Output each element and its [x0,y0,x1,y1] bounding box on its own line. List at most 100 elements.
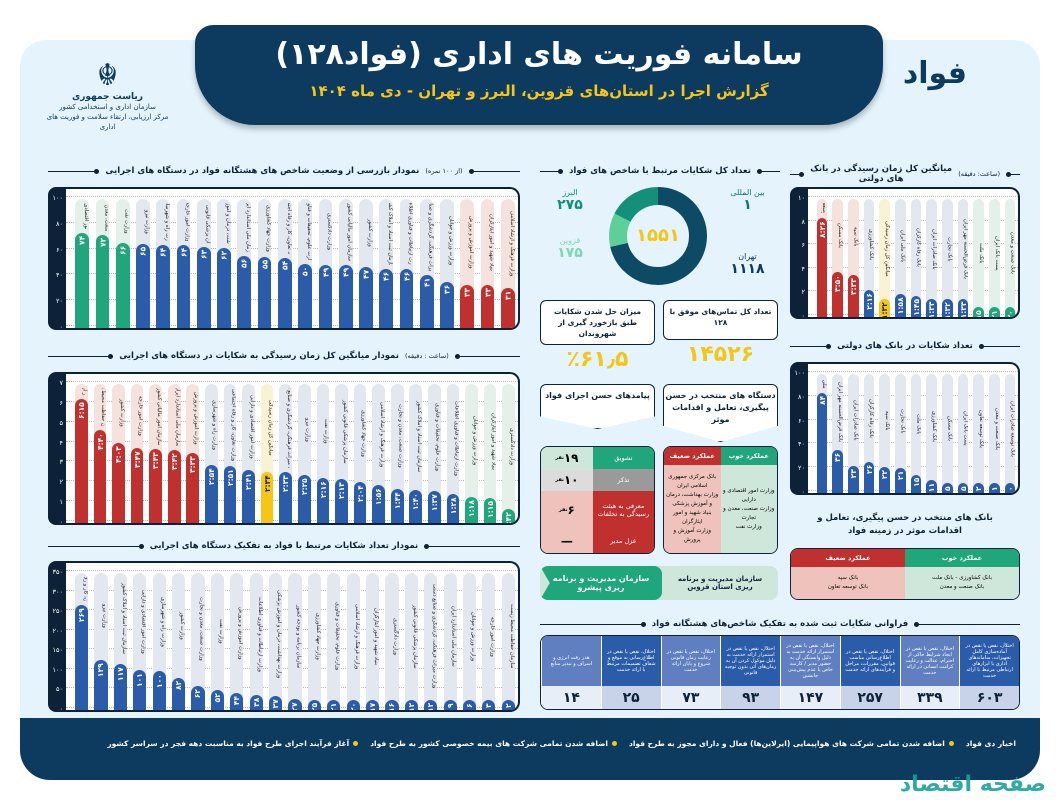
bar-category-label: بانک تجارت [899,408,906,434]
bar-value-label: ۱۰۰ [154,673,164,688]
bar: ۶۴ [176,245,191,328]
bar-value-label: ۶۶ [118,245,128,256]
bar-track: بانک کشاورزی ۱۱ [926,374,937,493]
bar-track: وزارت ورزش و جوانان ۱:۱۸ [465,384,478,523]
bar: ۱:۱۵ [483,498,497,523]
bar-value-label: ۲:۱۳ [336,481,346,499]
bar-category-label: بانک ملی ایران [899,230,906,263]
presidency-emblem: ☬ ریاست جمهوری سازمان اداری و استخدامی ک… [40,60,175,132]
bar-track: وزارت بهداشت، درمان و آموزش پزشکی ۶۲ [217,199,231,328]
bar-value-label: ۴۷ [361,270,371,280]
bar-track: وزارت جهاد کشاورزی ۲:۰۴ [353,384,367,523]
y-tick-label: ۶ [801,241,806,250]
bar-category-label: وزارت راه و شهرسازی [164,203,171,242]
bar-track: وزارت تعاون، کار و رفاه اجتماعی ۲۶۹ [75,573,89,710]
bar-track: وزارت فرهنگ و ارشاد اسلامی ۳۱ [500,199,515,328]
bar-value-label: ۴۶ [381,271,391,281]
bar-category-label: وزارت امور خارجه [137,396,144,436]
bar-track: وزارت راه و شهرسازی ۶۴ [156,199,171,328]
bar-value-label: ۰:۲۱ [989,310,999,319]
bar-category-label: وزارت امور اقتصادی و دارایی [75,203,89,229]
y-tick-label: ۵۰ [56,685,63,694]
bar-value-label: ۲۰ [348,703,358,712]
bar-value-label: ۲:۱۶ [318,481,328,498]
bar-category-label: بانک تجارت [946,236,953,262]
bar: ۲:۵۴ [205,465,218,523]
bar-value-label: ۰:۲۰ [1005,310,1015,319]
bar-category-label: وزارت امور خارجه [184,203,191,242]
bar-track: بانک سپه ۳:۳۳ [847,199,859,317]
bar-value-label: ۴:۰۳ [113,445,123,463]
bar-track: وزارت کشور ۸۲ [172,573,186,710]
ticker-item[interactable]: آغاز فرآیند اجرای طرح فواد به مناسبت دهه… [107,738,359,749]
ticker-item[interactable]: اضافه شدن تمامی شرکت های هواپیمایی (ایرل… [629,738,954,749]
ticker-item[interactable]: اضافه شدن تمامی شرکت های بیمه خصوصی کشور… [370,738,617,749]
bar-category-label: وزارت راه و شهرسازی [159,596,166,647]
bar: ۴:۰۳ [112,442,125,523]
y-tick-label: ۴۰ [798,440,805,449]
bar-track: سازمان ثبت اسناد و املاک کشور ۱:۴۰ [409,384,423,523]
y-tick-label: ۲۵۰ [52,607,63,616]
bar-track: وزارت ورزش و جوانان ۳۶ [440,199,454,328]
bar-track: وزارت علوم، تحقیقات و فناوری ۵۰ [298,199,313,328]
bar-value-label: ۲۶۹ [77,607,87,622]
bar-category-label: سازمان پزشکی قانونی کشور [411,604,418,669]
bar-value-label: ۳۱ [503,291,513,301]
bar-value-label: ۸:۲۶ [817,220,827,238]
bar-value-label: ۱۰۱ [135,673,145,688]
bar-track: وزارت کشور ۴۷ [359,199,373,328]
bar-track: سازمان پزشکی قانونی کشور ۶۳ [196,199,211,328]
bar-value-label: ۱۱۷ [115,667,125,681]
bar-value-label: ۰:۱۵ [974,310,984,319]
emblem-line: سازمان اداری و استخدامی کشور [59,103,156,111]
bar-category-label: سازمان امور اراضی کشور [75,388,88,395]
bar-track: پست بانک ایران ۵ [957,374,969,493]
bar-category-label: سازمان ملی استاندارد ایران [450,606,457,667]
bar-category-label: وزارت کشور [179,611,186,640]
bar-category-label: وزارت راه و شهرسازی [211,399,218,450]
bar-category-label: وزارت بهداشت، درمان و آموزش پزشکی [217,203,231,244]
bar: ۱:۱۸ [465,497,478,523]
bar-value-label: ۲۷ [290,702,300,712]
bar: ۶۴ [156,245,171,328]
bar-category-label: سازمان پزشکی قانونی کشور [341,399,348,464]
bar: ۱:۳۳ [926,298,937,317]
bar-value-label: ۵۰ [300,266,310,276]
emblem-line: ریاست جمهوری [72,92,143,102]
bar-value-label: ۵۵ [260,260,270,270]
bar-category-label: وزارت دادگستری [509,427,515,466]
bar-track: بانک مسکن ۵ [942,374,953,493]
bar-value-label: ۱:۴۵ [911,299,921,317]
bar-track: وزارت ارتباطات و فناوری اطلاعات ۱:۲۸ [446,384,460,523]
indicator-column: اختلال، نقص یا نقص در استمرار ارائه خدمت… [780,636,840,709]
bar: ۱۲۹ [94,659,108,710]
bar: ۱:۳۳ [957,298,969,317]
bar: ۳۸ [249,695,263,710]
bar-category-label: وزارت ورزش و جوانان [470,611,477,662]
plot-area: بانک توسعه تعاون ۸:۲۶ بانک مسکن ۳:۵۰ بانک سپ… [808,187,1020,319]
bar-track: وزارت جهاد کشاورزی ۲۵ [307,573,321,710]
bar-track: وزارت ورزش و جوانان ۶ [462,573,477,710]
indicator-label: اختلال، نقص یا نقص در استمرار ارائه خدمت… [781,636,840,686]
bar: ۴۹ [318,264,333,328]
bar-category-label: وزارت آموزش و پرورش [193,391,200,445]
bar-value-label: ۳:۳۳ [188,455,198,473]
bar: ۵۰ [298,263,313,328]
bar-category-label: وزارت نیرو [101,604,108,629]
bar-category-label: وزارت امور اقتصادی و دارایی [140,589,147,654]
plot-area: سازمان امور اراضی کشور ۶:۱۵ سازمان حفاظت م… [66,372,520,525]
bar: ۱۰۰ [152,670,166,710]
bar-category-label: وزارت نفت [218,619,224,644]
bar: ۲۷ [288,699,302,712]
bar-track: وزارت امور اقتصادی و دارایی ۲:۴۱ [242,384,255,523]
gridline [66,273,518,275]
outcomes-table: تشویق ۱۹ نفر تذکر ۱۰ نفر معرفی به هیئت رسیدگ… [540,446,655,554]
y-tick-label: ۲۰۰ [52,626,63,635]
bar: ۱۷ [365,700,380,710]
bar-track: بانک تجارت ۱:۳۲ [942,199,953,317]
bar-value-label: ۲۱ [329,703,339,712]
bar-track: وزارت صنعت، معدن و تجارت ۶۲ [191,573,205,710]
bar-value-label: ۱:۵۸ [895,296,905,314]
bar-track: وزارت فرهنگ و ارشاد اسلامی ۲۰ [346,573,360,712]
bar-value-label: ۱:۱۸ [467,500,477,517]
